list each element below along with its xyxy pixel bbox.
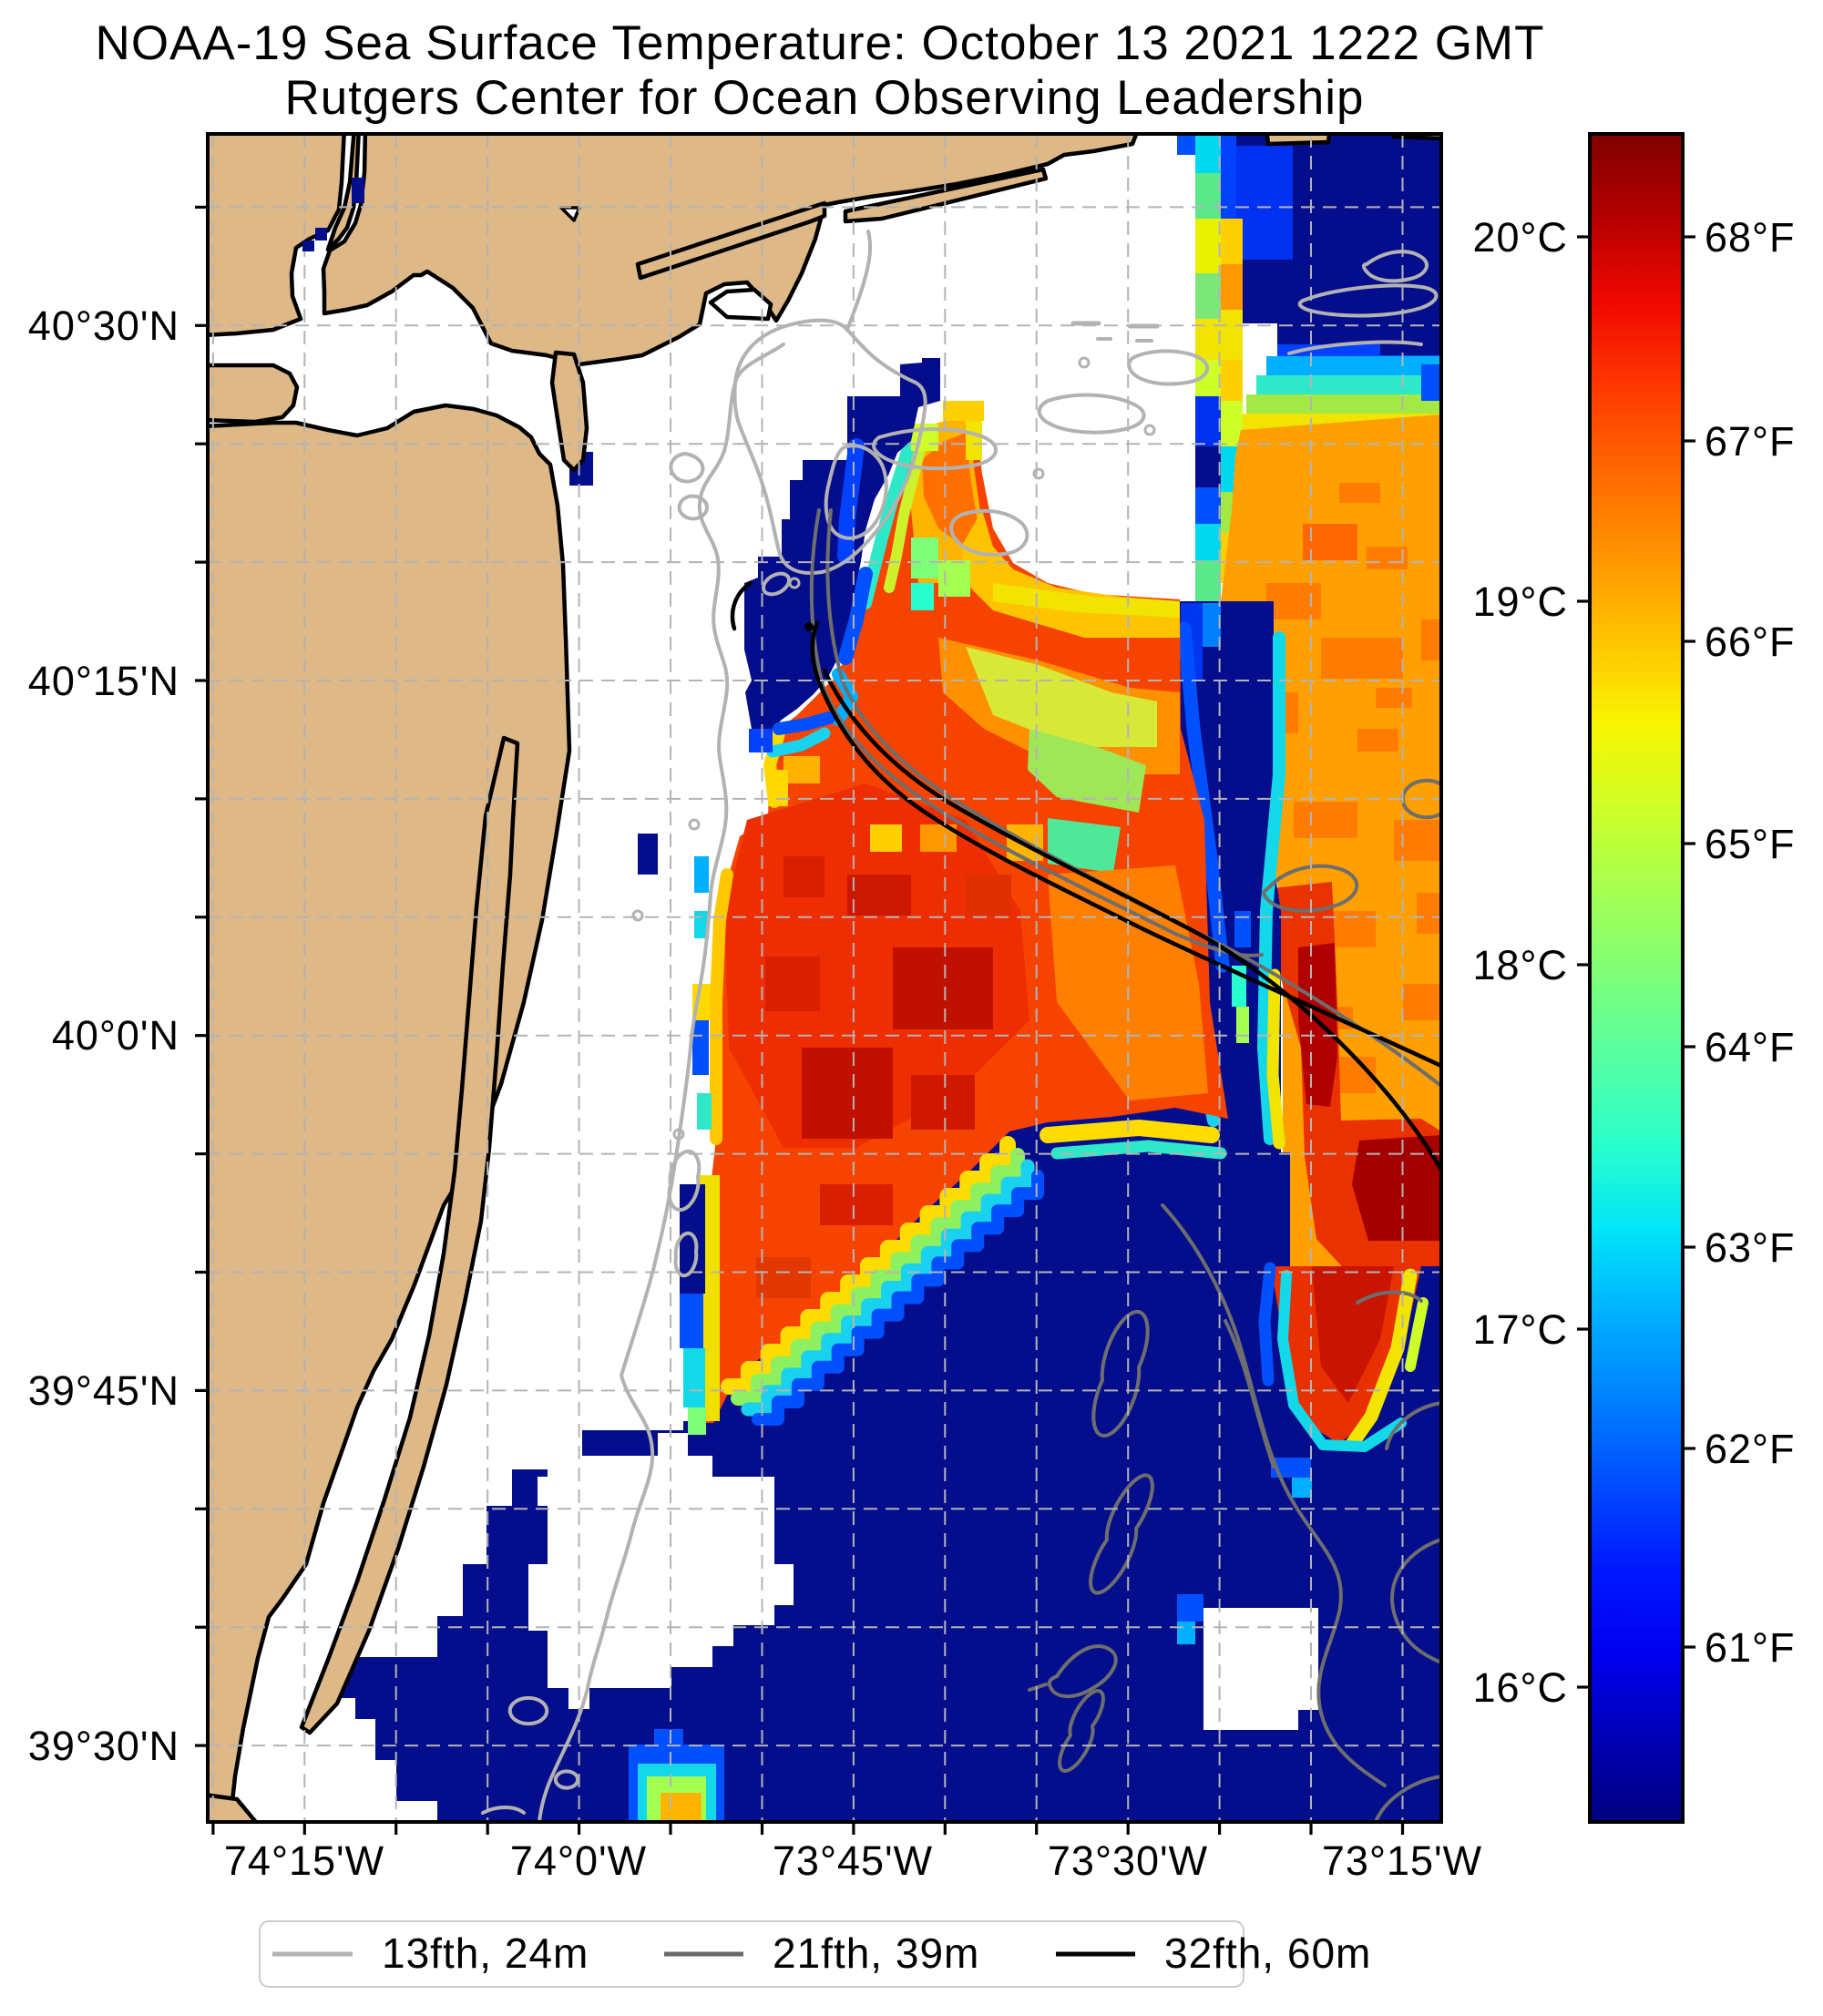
svg-text:66°F: 66°F <box>1705 619 1796 665</box>
svg-text:NOAA-19 Sea Surface Temperatur: NOAA-19 Sea Surface Temperature: October… <box>96 16 1545 70</box>
svg-text:32fth, 60m: 32fth, 60m <box>1164 1929 1371 1977</box>
svg-text:19°C: 19°C <box>1472 578 1568 625</box>
svg-text:40°0'N: 40°0'N <box>52 1012 179 1059</box>
svg-text:74°15'W: 74°15'W <box>224 1837 384 1884</box>
svg-text:21fth, 39m: 21fth, 39m <box>773 1929 979 1977</box>
svg-text:40°30'N: 40°30'N <box>28 302 179 349</box>
svg-text:20°C: 20°C <box>1472 214 1568 261</box>
svg-text:39°30'N: 39°30'N <box>28 1723 179 1769</box>
svg-text:65°F: 65°F <box>1705 821 1796 867</box>
svg-text:74°0'W: 74°0'W <box>510 1837 647 1884</box>
svg-text:68°F: 68°F <box>1705 214 1796 261</box>
svg-text:16°C: 16°C <box>1472 1664 1568 1711</box>
svg-text:39°45'N: 39°45'N <box>28 1367 179 1414</box>
svg-text:40°15'N: 40°15'N <box>28 658 179 704</box>
svg-text:73°15'W: 73°15'W <box>1322 1837 1482 1884</box>
svg-text:73°45'W: 73°45'W <box>773 1837 933 1884</box>
svg-text:73°30'W: 73°30'W <box>1048 1837 1208 1884</box>
svg-text:67°F: 67°F <box>1705 418 1796 465</box>
svg-text:Rutgers Center for Ocean Obser: Rutgers Center for Ocean Observing Leade… <box>284 71 1364 125</box>
svg-text:61°F: 61°F <box>1705 1624 1796 1671</box>
svg-text:64°F: 64°F <box>1705 1024 1796 1070</box>
svg-text:18°C: 18°C <box>1472 942 1568 988</box>
svg-text:63°F: 63°F <box>1705 1224 1796 1271</box>
svg-text:62°F: 62°F <box>1705 1426 1796 1472</box>
svg-text:13fth, 24m: 13fth, 24m <box>382 1929 589 1977</box>
svg-text:17°C: 17°C <box>1472 1306 1568 1353</box>
